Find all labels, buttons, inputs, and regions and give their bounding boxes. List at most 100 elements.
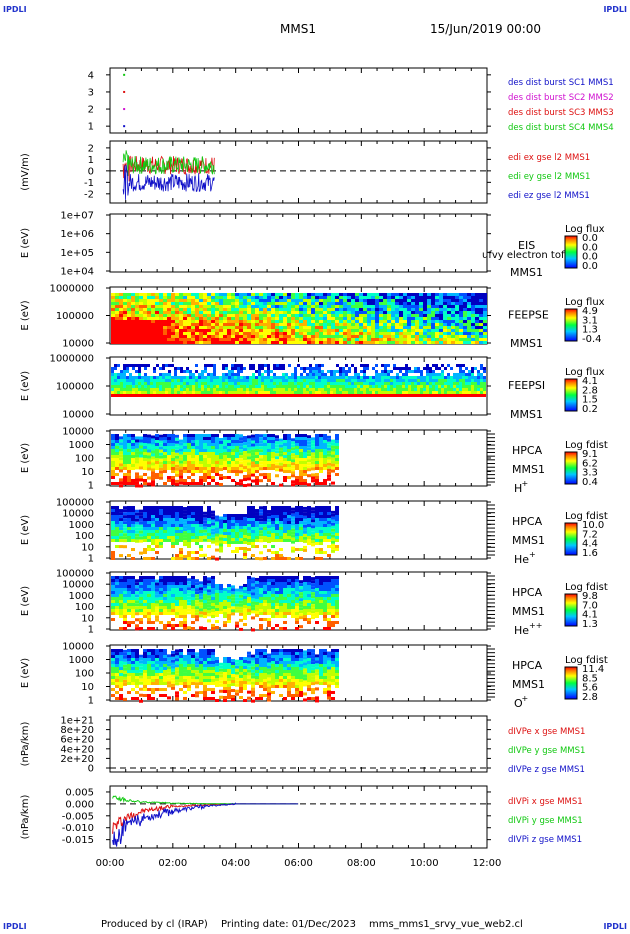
spectrogram-cell (427, 293, 431, 296)
spectrogram-cell (311, 534, 315, 538)
spectrogram-cell (115, 506, 119, 509)
spectrogram-cell (159, 437, 163, 441)
spectrogram-cell (363, 382, 366, 385)
spectrogram-cell (147, 329, 151, 332)
spectrogram-cell (199, 476, 203, 479)
spectrogram-cell (395, 320, 399, 323)
spectrogram-cell (307, 521, 311, 524)
spectrogram-cell (369, 385, 372, 388)
spectrogram-cell (191, 446, 195, 449)
spectrogram-cell (357, 373, 360, 376)
spectrogram-cell (315, 551, 319, 554)
spectrogram-cell (271, 338, 275, 341)
spectrogram-cell (351, 296, 355, 299)
spectrogram-cell (275, 323, 279, 326)
spectrogram-cell (123, 479, 127, 482)
spectrogram-cell (255, 461, 259, 464)
spectrogram-cell (455, 338, 459, 341)
spectrogram-cell (211, 476, 215, 479)
spectrogram-cell (263, 530, 267, 533)
spectrogram-cell (251, 326, 255, 329)
spectrogram-cell (252, 382, 255, 385)
spectrogram-cell (163, 338, 167, 341)
colorbar (564, 235, 578, 269)
spectrogram-cell (483, 296, 487, 299)
spectrogram-cell (261, 382, 264, 385)
spectrogram-cell (311, 522, 315, 526)
spectrogram-cell (423, 311, 427, 314)
spectrogram-cell (354, 391, 357, 394)
spectrogram-cell (199, 305, 203, 308)
spectrogram-cell (235, 473, 239, 476)
spectrogram-cell (131, 338, 135, 341)
spectrogram-cell (423, 367, 426, 370)
spectrogram-cell (327, 394, 330, 397)
spectrogram-cell (111, 591, 115, 594)
spectrogram-cell (127, 470, 131, 473)
spectrogram-cell (258, 385, 261, 388)
spectrogram-cell (227, 293, 231, 296)
spectrogram-cell (300, 385, 303, 388)
spectrogram-cell (159, 299, 163, 302)
spectrogram-cell (147, 434, 151, 438)
spectrogram-cell (201, 373, 204, 376)
spectrogram-cell (252, 388, 255, 391)
spectrogram-cell (175, 293, 179, 296)
spectrogram-cell (251, 440, 255, 444)
spectrogram-cell (299, 308, 303, 311)
spectrogram-cell (187, 317, 191, 320)
spectrogram-cell (213, 388, 216, 391)
spectrogram-cell (207, 314, 211, 317)
spectrogram-cell (222, 388, 225, 391)
spectrogram-cell (267, 440, 271, 443)
spectrogram-cell (343, 305, 347, 308)
spectrogram-cell (210, 382, 213, 385)
spectrogram-cell (207, 524, 211, 527)
spectrogram-cell (275, 341, 279, 344)
spectrogram-cell (207, 323, 211, 326)
spectrogram-cell (427, 302, 431, 305)
spectrogram-cell (139, 539, 143, 543)
spectrogram-cell (371, 335, 375, 338)
spectrogram-cell (271, 314, 275, 317)
spectrogram-cell (231, 320, 235, 323)
spectrogram-cell (179, 454, 183, 458)
spectrogram-cell (227, 302, 231, 305)
spectrogram-cell (255, 332, 259, 335)
spectrogram-cell (468, 385, 471, 388)
spectrogram-cell (115, 341, 119, 344)
spectrogram-cell (427, 329, 431, 332)
spectrogram-cell (399, 296, 403, 299)
spectrogram-cell (231, 317, 235, 320)
spectrogram-cell (264, 364, 267, 367)
spectrogram-cell (187, 446, 191, 449)
spectrogram-cell (171, 314, 175, 317)
spectrogram-cell (431, 320, 435, 323)
spectrogram-cell (335, 341, 339, 344)
spectrogram-cell (199, 296, 203, 299)
spectrogram-cell (307, 483, 311, 487)
spectrogram-cell (119, 323, 123, 326)
spectrogram-cell (183, 293, 187, 296)
spectrogram-cell (139, 457, 143, 461)
spectrogram-cell (167, 539, 171, 542)
spectrogram-cell (207, 326, 211, 329)
spectrogram-cell (343, 323, 347, 326)
spectrogram-cell (435, 341, 439, 344)
spectrogram-cell (183, 317, 187, 320)
spectrogram-cell (431, 308, 435, 311)
spectrogram-cell (439, 302, 443, 305)
spectrogram-cell (243, 391, 246, 394)
spectrogram-cell (119, 305, 123, 308)
spectrogram-cell (147, 293, 151, 296)
spectrogram-cell (477, 388, 480, 391)
spectrogram-cell (263, 314, 267, 317)
spectrogram-cell (363, 311, 367, 314)
spectrogram-cell (443, 305, 447, 308)
spectrogram-cell (331, 332, 335, 335)
spectrogram-cell (342, 394, 345, 397)
spectrogram-cell (171, 326, 175, 329)
spectrogram-cell (231, 311, 235, 314)
spectrogram-cell (223, 526, 227, 529)
spectrogram-cell (215, 461, 219, 464)
